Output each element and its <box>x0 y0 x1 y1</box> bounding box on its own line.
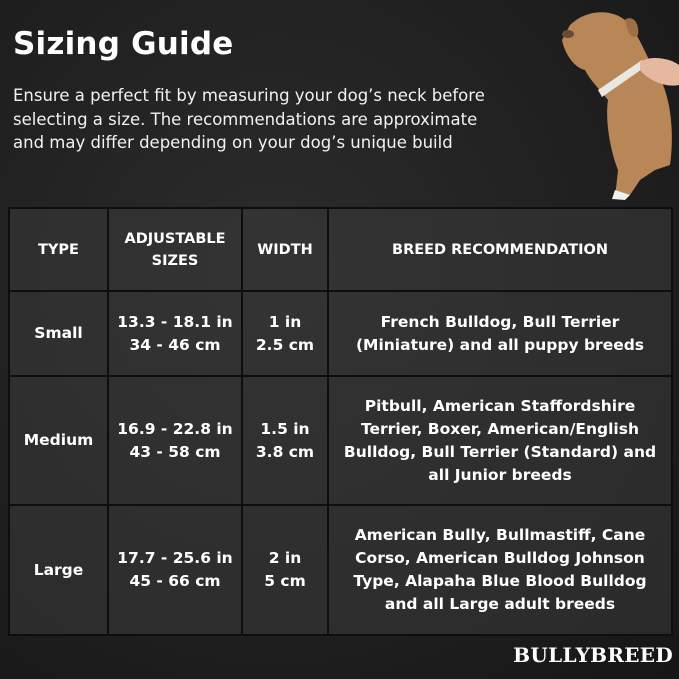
table-row: Medium 16.9 - 22.8 in 43 - 58 cm 1.5 in 3.… <box>8 375 673 506</box>
intro-line: selecting a size. The recommendations ar… <box>13 109 478 129</box>
header-adjustable-sizes: ADJUSTABLE SIZES <box>107 207 243 292</box>
cell-type: Medium <box>8 375 109 506</box>
cell-width: 2 in 5 cm <box>241 504 329 636</box>
cell-width: 1.5 in 3.8 cm <box>241 375 329 506</box>
cell-width: 1 in 2.5 cm <box>241 290 329 377</box>
cell-type: Small <box>8 290 109 377</box>
intro-line: and may differ depending on your dog’s u… <box>13 133 453 152</box>
intro-text: Ensure a perfect fit by measuring your d… <box>13 84 543 155</box>
header-width: WIDTH <box>241 207 329 292</box>
intro-line: Ensure a perfect fit by measuring your d… <box>13 86 485 105</box>
table-row: Small 13.3 - 18.1 in 34 - 46 cm 1 in 2.5 c… <box>8 290 673 377</box>
cell-breeds: American Bully, Bullmastiff, Cane Corso, … <box>327 504 673 636</box>
table-row: Large 17.7 - 25.6 in 45 - 66 cm 2 in 5 cm … <box>8 504 673 636</box>
cell-sizes: 13.3 - 18.1 in 34 - 46 cm <box>107 290 243 377</box>
cell-type: Large <box>8 504 109 636</box>
table-header-row: TYPE ADJUSTABLE SIZES WIDTH BREED RECOMME… <box>8 207 673 292</box>
brand-logo: BULLYBREED <box>513 643 673 667</box>
cell-sizes: 17.7 - 25.6 in 45 - 66 cm <box>107 504 243 636</box>
header-breed-recommendation: BREED RECOMMENDATION <box>327 207 673 292</box>
cell-breeds: French Bulldog, Bull Terrier (Miniature) … <box>327 290 673 377</box>
page-title: Sizing Guide <box>13 26 234 62</box>
dog-measuring-photo <box>562 12 679 200</box>
cell-breeds: Pitbull, American Staffordshire Terrier, … <box>327 375 673 506</box>
cell-sizes: 16.9 - 22.8 in 43 - 58 cm <box>107 375 243 506</box>
header-type: TYPE <box>8 207 109 292</box>
sizing-table: TYPE ADJUSTABLE SIZES WIDTH BREED RECOMME… <box>8 207 673 636</box>
